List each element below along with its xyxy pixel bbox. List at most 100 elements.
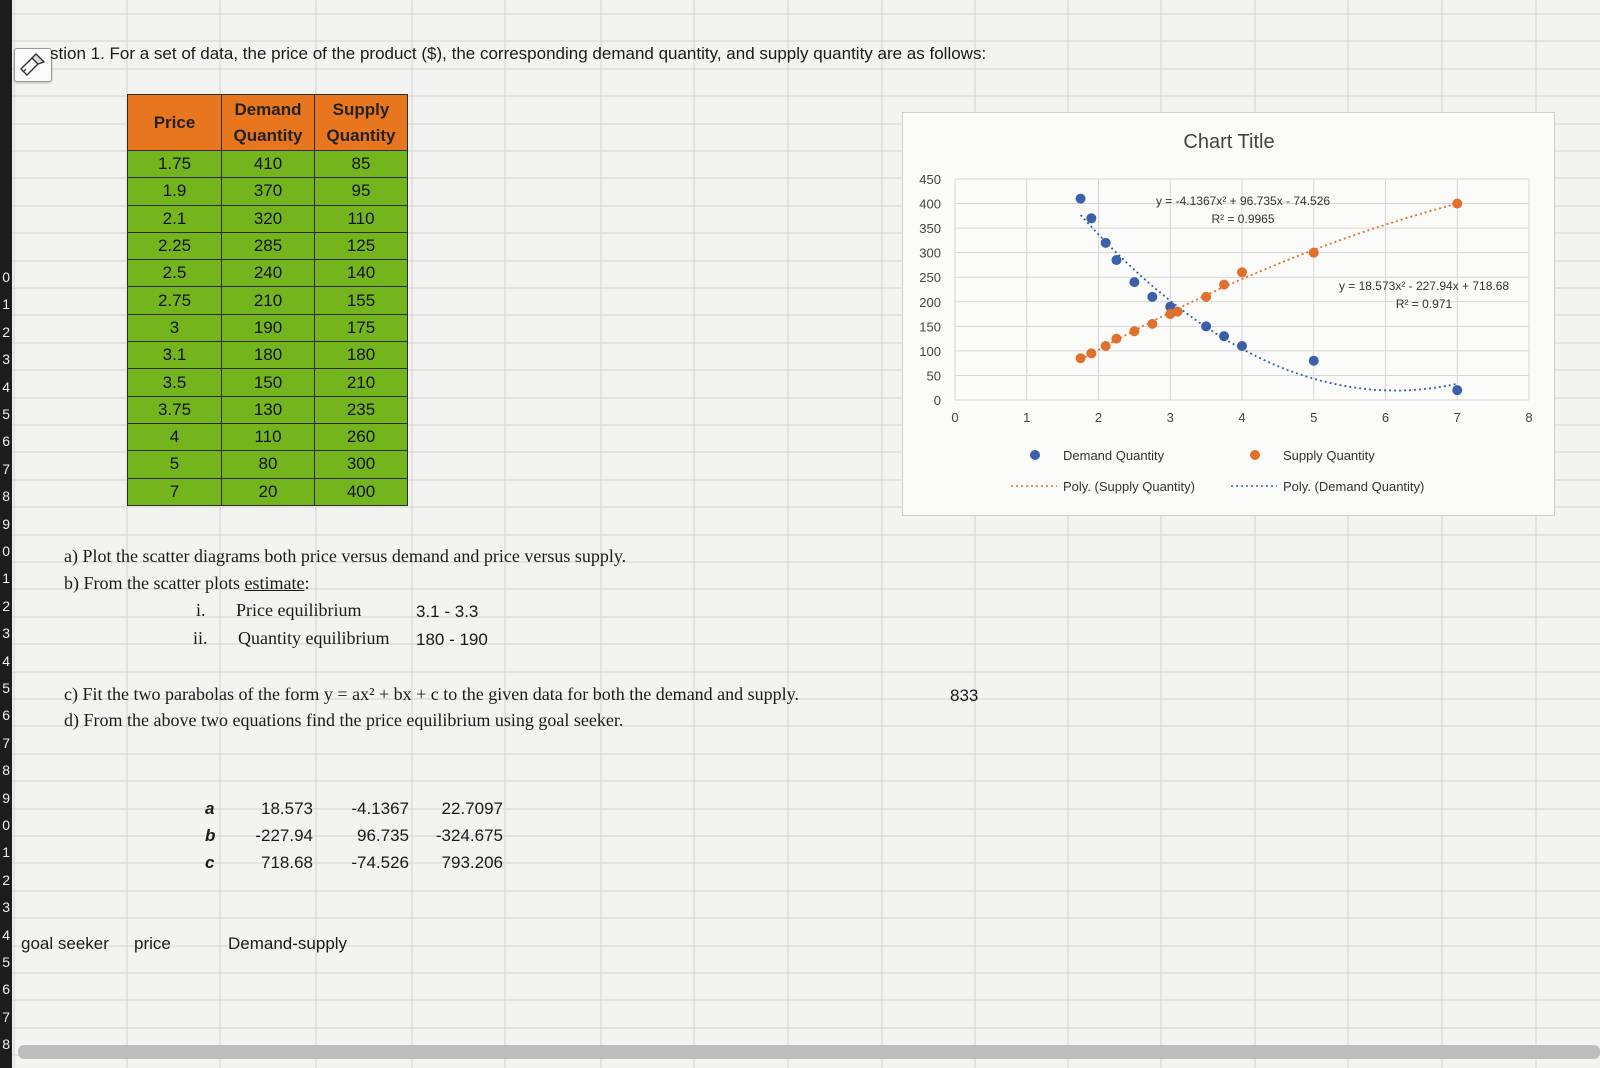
point-supply[interactable]	[1452, 198, 1463, 209]
point-supply[interactable]	[1201, 291, 1212, 302]
cell-price[interactable]: 3	[127, 313, 222, 343]
row-number[interactable]: 7	[2, 734, 10, 751]
point-demand[interactable]	[1129, 277, 1140, 288]
row-number[interactable]: 0	[2, 817, 10, 833]
row-number[interactable]: 2	[2, 871, 10, 888]
chart-area[interactable]: Chart Title 0 50 100 150 200 250 300 350 400 450 0 1…	[902, 112, 1555, 516]
row-number[interactable]: 4	[2, 926, 10, 943]
cell-supply[interactable]: 110	[314, 204, 408, 233]
row-number[interactable]: 1	[2, 296, 10, 313]
horizontal-scrollbar[interactable]	[18, 1045, 1600, 1059]
cell-demand[interactable]: 110	[221, 422, 315, 452]
point-supply[interactable]	[1172, 306, 1183, 317]
cell-demand[interactable]: 180	[221, 341, 315, 370]
coef-value[interactable]: -74.526	[351, 853, 409, 872]
cell-supply[interactable]: 155	[314, 286, 408, 315]
cell-value-833[interactable]: 833	[950, 686, 979, 705]
row-number[interactable]: 2	[2, 597, 10, 614]
coef-value[interactable]: 793.206	[441, 853, 503, 872]
row-number[interactable]: 8	[2, 762, 10, 779]
row-number[interactable]: 7	[2, 1008, 10, 1025]
cell-demand[interactable]: 150	[221, 368, 315, 397]
coef-value[interactable]: 22.7097	[441, 799, 503, 818]
coef-value[interactable]: -227.94	[255, 826, 313, 845]
cell-price[interactable]: 1.9	[127, 177, 222, 206]
row-number[interactable]: 9	[2, 515, 10, 532]
row-number[interactable]: 1	[2, 570, 10, 587]
row-number[interactable]: 5	[2, 954, 10, 970]
row-number[interactable]: 6	[2, 981, 10, 998]
cell-demand[interactable]: 320	[221, 204, 315, 233]
cell-price[interactable]: 3.75	[127, 395, 222, 424]
row-number[interactable]: 6	[2, 433, 10, 450]
cell-supply[interactable]: 175	[314, 313, 408, 343]
format-painter-icon[interactable]	[14, 48, 52, 82]
row-number[interactable]: 3	[2, 351, 10, 368]
cell-price[interactable]: 4	[127, 422, 222, 452]
row-number[interactable]: 9	[2, 789, 10, 806]
point-supply[interactable]	[1129, 326, 1140, 337]
point-supply[interactable]	[1219, 279, 1230, 290]
cell-supply[interactable]: 85	[314, 149, 408, 179]
point-demand[interactable]	[1086, 213, 1097, 224]
row-number[interactable]: 1	[2, 844, 10, 861]
cell-demand[interactable]: 240	[221, 259, 315, 288]
row-number[interactable]: 3	[2, 625, 10, 642]
row-number[interactable]: 6	[2, 707, 10, 724]
point-demand[interactable]	[1452, 385, 1463, 396]
row-number[interactable]: 0	[2, 543, 10, 559]
quantity-equilibrium-value[interactable]: 180 - 190	[416, 630, 488, 649]
point-demand[interactable]	[1201, 321, 1212, 332]
cell-price[interactable]: 2.25	[127, 231, 222, 261]
point-supply[interactable]	[1308, 247, 1319, 258]
cell-supply[interactable]: 140	[314, 259, 408, 288]
coef-value[interactable]: 96.735	[357, 826, 409, 845]
row-number[interactable]: 8	[2, 488, 10, 505]
point-supply[interactable]	[1086, 348, 1097, 359]
row-number[interactable]: 5	[2, 680, 10, 696]
cell-supply[interactable]: 260	[314, 422, 408, 452]
point-demand[interactable]	[1308, 355, 1319, 366]
cell-demand[interactable]: 20	[221, 477, 315, 506]
point-supply[interactable]	[1075, 353, 1086, 364]
coef-value[interactable]: 718.68	[261, 853, 313, 872]
row-number[interactable]: 0	[2, 269, 10, 285]
cell-demand[interactable]: 190	[221, 313, 315, 343]
cell-demand[interactable]: 210	[221, 286, 315, 315]
point-demand[interactable]	[1237, 340, 1247, 351]
cell-supply[interactable]: 210	[314, 368, 408, 397]
point-supply[interactable]	[1237, 267, 1247, 278]
cell-supply[interactable]: 235	[314, 395, 408, 424]
row-number[interactable]: 3	[2, 899, 10, 916]
cell-price[interactable]: 2.75	[127, 286, 222, 315]
row-number[interactable]: 5	[2, 406, 10, 422]
cell-price[interactable]: 2.1	[127, 204, 222, 233]
cell-price[interactable]: 5	[127, 450, 222, 479]
cell-price[interactable]: 3.1	[127, 341, 222, 370]
point-demand[interactable]	[1219, 331, 1230, 342]
coef-value[interactable]: -4.1367	[351, 799, 409, 818]
cell-demand[interactable]: 410	[221, 149, 315, 179]
cell-demand[interactable]: 285	[221, 231, 315, 261]
point-supply[interactable]	[1147, 318, 1158, 329]
row-number[interactable]: 4	[2, 652, 10, 669]
point-demand[interactable]	[1147, 291, 1158, 302]
cell-price[interactable]: 3.5	[127, 368, 222, 397]
cell-price[interactable]: 7	[127, 477, 222, 506]
coef-value[interactable]: 18.573	[261, 799, 313, 818]
cell-supply[interactable]: 95	[314, 177, 408, 206]
demand-supply-label[interactable]: Demand-supply	[228, 934, 348, 953]
row-number[interactable]: 7	[2, 460, 10, 477]
row-number[interactable]: 4	[2, 378, 10, 395]
cell-price[interactable]: 1.75	[127, 149, 222, 179]
cell-supply[interactable]: 300	[314, 450, 408, 479]
point-supply[interactable]	[1100, 340, 1111, 351]
point-demand[interactable]	[1100, 237, 1111, 248]
price-label[interactable]: price	[134, 934, 171, 953]
price-equilibrium-value[interactable]: 3.1 - 3.3	[416, 602, 479, 621]
row-number[interactable]: 8	[2, 1036, 10, 1053]
point-supply[interactable]	[1111, 333, 1122, 344]
cell-demand[interactable]: 80	[221, 450, 315, 479]
cell-price[interactable]: 2.5	[127, 259, 222, 288]
point-demand[interactable]	[1111, 255, 1122, 266]
